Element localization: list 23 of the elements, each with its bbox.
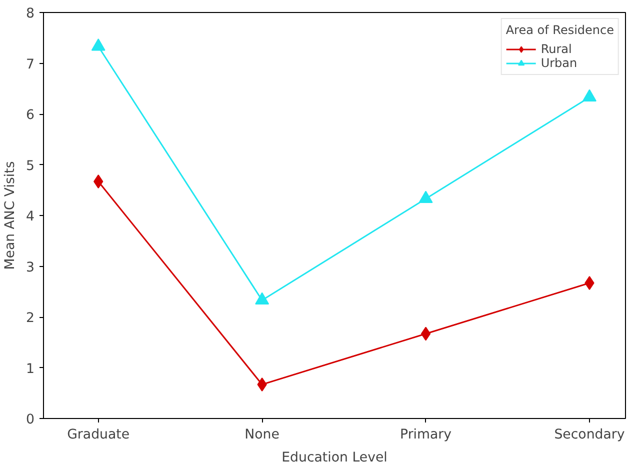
- y-tick-label: 2: [26, 311, 35, 326]
- point: [418, 190, 433, 204]
- y-tick-label: 5: [26, 158, 35, 174]
- y-tick-label: 4: [26, 210, 35, 224]
- point: [582, 89, 596, 102]
- legend-title: Area of Residence: [506, 23, 614, 37]
- legend-label: Urban: [540, 56, 578, 70]
- y-tick-label: 1: [26, 362, 35, 377]
- point: [91, 38, 106, 51]
- legend-label: Rural: [540, 42, 572, 56]
- y-axis-title: Mean ANC Visits: [3, 161, 18, 270]
- point: [255, 292, 270, 305]
- x-tick-label: Secondary: [554, 428, 625, 442]
- y-tick-label: 8: [26, 6, 35, 22]
- x-tick-label: Primary: [400, 428, 452, 442]
- x-axis-title: Education Level: [282, 450, 388, 466]
- y-tick-label: 0: [26, 412, 35, 428]
- x-tick-label: None: [244, 428, 280, 442]
- y-tick-label: 6: [26, 108, 35, 123]
- point: [420, 326, 431, 341]
- y-tick-label: 3: [26, 260, 35, 276]
- y-tick-label: 7: [26, 57, 35, 72]
- x-tick-label: Graduate: [67, 428, 130, 442]
